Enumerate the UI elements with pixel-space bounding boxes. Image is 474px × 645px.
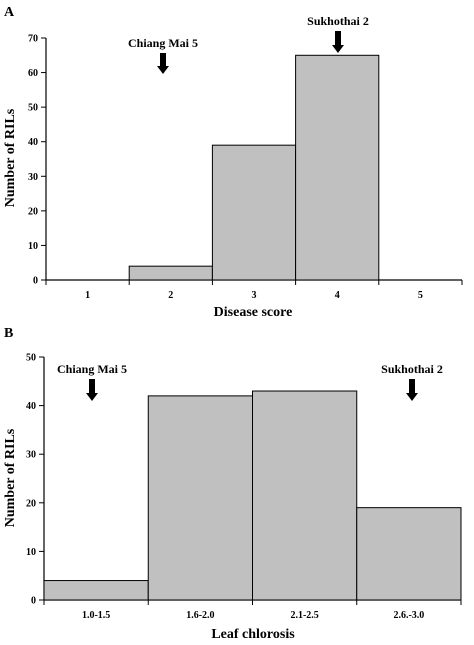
panel-a-x-tick-label: 5 [418, 290, 423, 301]
panel-a-x-tick-label: 4 [335, 290, 340, 301]
down-arrow-icon [157, 53, 169, 74]
panel-b-annotation-label: Sukhothai 2 [381, 362, 443, 376]
panel-a-y-tick-label: 50 [28, 103, 38, 114]
panel-a-bar [211, 144, 297, 281]
panel-a-bar [128, 265, 213, 281]
panel-a-annotation-label: Sukhothai 2 [307, 14, 369, 28]
panel-b-y-tick-label: 50 [26, 353, 36, 364]
panel-a-label: A [4, 5, 15, 20]
panel-a-y-tick-label: 60 [28, 68, 38, 79]
panel-a-x-tick-label: 1 [85, 290, 90, 301]
panel-a-y-tick-label: 70 [28, 34, 38, 45]
panel-b-bar [252, 390, 358, 601]
panel-a-bar [295, 54, 380, 281]
panel-a-y-tick-label: 0 [33, 276, 38, 287]
panel-b-plot-area: 0 10 20 30 40 50 1.0-1.5 1.6-2.0 2.1-2.5 2.6.-3.0… [26, 353, 462, 621]
panel-b-label: B [4, 326, 13, 341]
panel-a-y-tick-label: 30 [28, 172, 38, 183]
panel-b-y-tick-label: 40 [26, 401, 36, 412]
panel-b-x-tick-label: 2.1-2.5 [290, 610, 318, 621]
panel-a-x-tick-label: 2 [168, 290, 173, 301]
panel-a-bar-chart: A Number of RILs Disease score 0 10 20 30 40… [3, 5, 463, 320]
panel-a-x-tick-label: 3 [252, 290, 257, 301]
panel-b-y-tick-label: 20 [26, 498, 36, 509]
panel-b-x-tick-label: 2.6.-3.0 [393, 610, 424, 621]
panel-b-annotation-label: Chiang Mai 5 [57, 362, 127, 376]
panel-a-y-tick-label: 10 [28, 241, 38, 252]
panel-a-plot-area: 0 10 20 30 40 50 60 70 1 2 3 4 5 Chiang Mai 5 Sukhotha… [28, 14, 463, 301]
panel-a-y-tick-label: 20 [28, 206, 38, 217]
panel-a-y-axis-title: Number of RILs [3, 108, 18, 207]
panel-b-x-axis-title: Leaf chlorosis [211, 627, 295, 642]
down-arrow-icon [406, 379, 418, 401]
down-arrow-icon [86, 379, 98, 401]
panel-b-bar [147, 395, 253, 601]
down-arrow-icon [332, 31, 344, 53]
panel-a-x-axis-title: Disease score [214, 305, 293, 320]
panel-b-bar [43, 580, 149, 601]
panel-b-x-tick-label: 1.6-2.0 [186, 610, 214, 621]
panel-b-bar [356, 507, 462, 601]
panel-b-y-tick-label: 0 [31, 596, 36, 607]
panel-b-x-tick-label: 1.0-1.5 [82, 610, 110, 621]
panel-a-annotation-label: Chiang Mai 5 [128, 36, 198, 50]
panel-b-bar-chart: B Number of RILs Leaf chlorosis 0 10 20 30 4… [3, 326, 462, 642]
panel-a-y-tick-label: 40 [28, 137, 38, 148]
panel-b-y-tick-label: 30 [26, 450, 36, 461]
panel-b-y-tick-label: 10 [26, 547, 36, 558]
panel-b-y-axis-title: Number of RILs [3, 428, 18, 527]
